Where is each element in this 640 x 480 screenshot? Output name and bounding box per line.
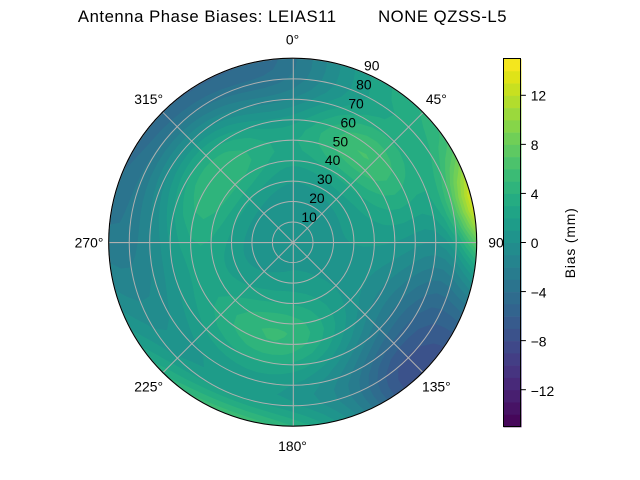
svg-text:90: 90 [488, 235, 504, 251]
svg-text:−12: −12 [531, 383, 555, 399]
svg-text:Antenna Phase Biases: LEIAS11: Antenna Phase Biases: LEIAS11 NONE QZSS-… [78, 7, 507, 26]
svg-text:225°: 225° [134, 379, 163, 395]
svg-text:−4: −4 [531, 284, 547, 300]
svg-text:−8: −8 [531, 334, 547, 350]
svg-text:270°: 270° [75, 235, 104, 251]
svg-text:10: 10 [301, 209, 317, 225]
svg-text:12: 12 [531, 88, 547, 104]
svg-text:30: 30 [317, 171, 333, 187]
svg-text:4: 4 [531, 186, 539, 202]
svg-text:135°: 135° [422, 379, 451, 395]
svg-text:8: 8 [531, 137, 539, 153]
svg-text:0°: 0° [286, 31, 299, 47]
svg-text:0: 0 [531, 235, 539, 251]
svg-text:45°: 45° [426, 91, 447, 107]
svg-text:180°: 180° [278, 438, 307, 454]
svg-text:315°: 315° [134, 91, 163, 107]
svg-text:70: 70 [348, 95, 364, 111]
svg-text:40: 40 [325, 152, 341, 168]
svg-text:Bias (mm): Bias (mm) [562, 207, 578, 278]
svg-text:60: 60 [341, 114, 357, 130]
svg-text:80: 80 [356, 77, 372, 93]
svg-text:20: 20 [309, 190, 325, 206]
svg-text:90: 90 [364, 58, 380, 74]
svg-text:50: 50 [333, 133, 349, 149]
